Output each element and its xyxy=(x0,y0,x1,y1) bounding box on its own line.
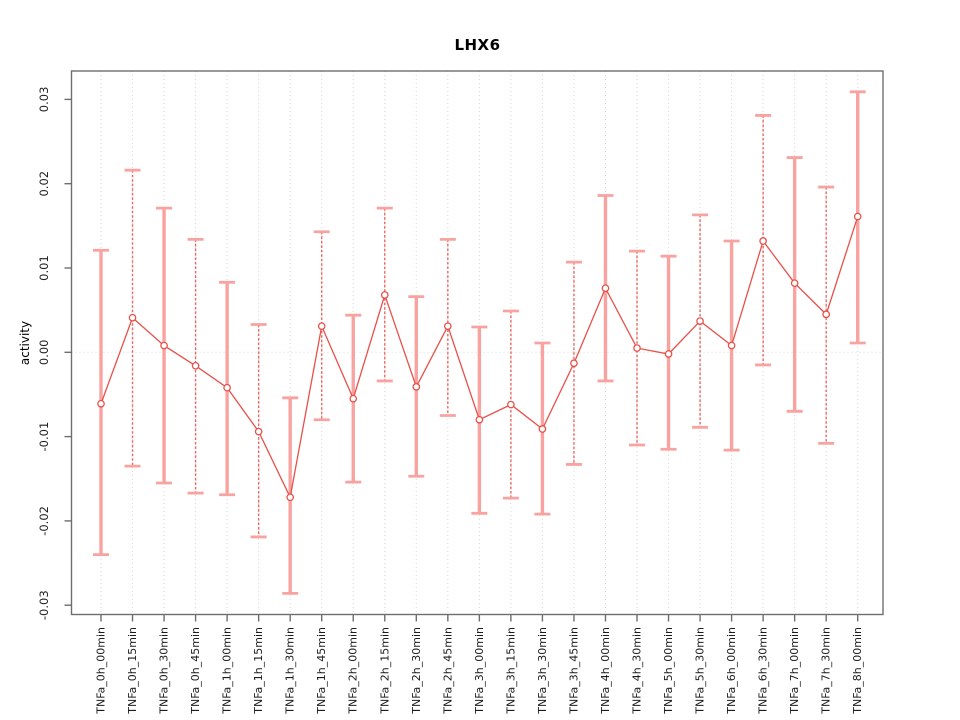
x-tick-label: TNFa_0h_45min xyxy=(189,627,202,715)
y-tick-label: -0.02 xyxy=(37,506,51,536)
point-marker xyxy=(822,310,831,319)
point-marker xyxy=(696,317,704,325)
point-marker xyxy=(727,341,736,350)
x-tick-label: TNFa_0h_30min xyxy=(158,627,171,715)
y-tick-label: 0.00 xyxy=(37,339,51,365)
x-tick-label: TNFa_6h_00min xyxy=(725,627,738,715)
point-marker xyxy=(286,493,295,502)
x-tick-label: TNFa_8h_00min xyxy=(851,627,864,715)
point-marker xyxy=(160,341,168,350)
point-marker xyxy=(538,425,547,433)
x-tick-label: TNFa_3h_45min xyxy=(567,627,580,715)
x-tick-label: TNFa_5h_30min xyxy=(694,627,707,715)
point-marker xyxy=(128,313,137,322)
x-tick-label: TNFa_1h_00min xyxy=(221,627,234,715)
point-marker xyxy=(380,291,389,299)
point-marker xyxy=(191,361,200,370)
y-tick-label: 0.01 xyxy=(37,255,51,281)
x-tick-label: TNFa_4h_30min xyxy=(631,627,644,715)
point-marker xyxy=(633,344,641,352)
x-tick-label: TNFa_1h_45min xyxy=(315,627,328,715)
y-tick-label: -0.01 xyxy=(37,422,51,452)
point-marker xyxy=(570,359,578,368)
x-tick-label: TNFa_7h_00min xyxy=(788,627,801,715)
x-tick-label: TNFa_5h_00min xyxy=(662,627,675,715)
x-tick-label: TNFa_1h_30min xyxy=(284,627,297,715)
point-marker xyxy=(317,322,326,331)
point-marker xyxy=(790,279,799,288)
point-marker xyxy=(97,399,105,408)
x-tick-label: TNFa_4h_00min xyxy=(599,627,612,715)
y-tick-label: 0.02 xyxy=(37,171,51,197)
x-tick-label: TNFa_2h_00min xyxy=(347,627,360,715)
x-tick-label: TNFa_7h_30min xyxy=(820,627,833,715)
point-marker xyxy=(664,350,673,358)
point-marker xyxy=(475,415,484,424)
point-marker xyxy=(412,383,421,391)
x-tick-label: TNFa_6h_30min xyxy=(757,627,770,715)
chart-title: LHX6 xyxy=(454,36,501,54)
point-marker xyxy=(601,284,610,293)
point-marker xyxy=(443,322,452,331)
x-tick-label: TNFa_0h_00min xyxy=(95,627,108,715)
point-marker xyxy=(254,427,263,436)
x-tick-label: TNFa_3h_00min xyxy=(473,627,486,715)
x-tick-label: TNFa_2h_30min xyxy=(410,627,423,715)
y-tick-label: 0.03 xyxy=(37,87,51,113)
y-tick-label: -0.03 xyxy=(37,590,51,620)
x-tick-label: TNFa_2h_15min xyxy=(378,627,391,715)
x-tick-label: TNFa_3h_30min xyxy=(536,627,549,715)
point-marker xyxy=(853,212,862,221)
point-marker xyxy=(349,394,358,403)
plot-frame xyxy=(70,70,884,616)
x-tick-label: TNFa_2h_45min xyxy=(441,627,454,715)
x-tick-label: TNFa_0h_15min xyxy=(126,627,139,715)
x-tick-label: TNFa_1h_15min xyxy=(252,627,265,715)
point-marker xyxy=(759,237,767,245)
point-marker xyxy=(223,383,231,392)
x-tick-label: TNFa_3h_15min xyxy=(504,627,517,715)
point-marker xyxy=(507,400,515,409)
